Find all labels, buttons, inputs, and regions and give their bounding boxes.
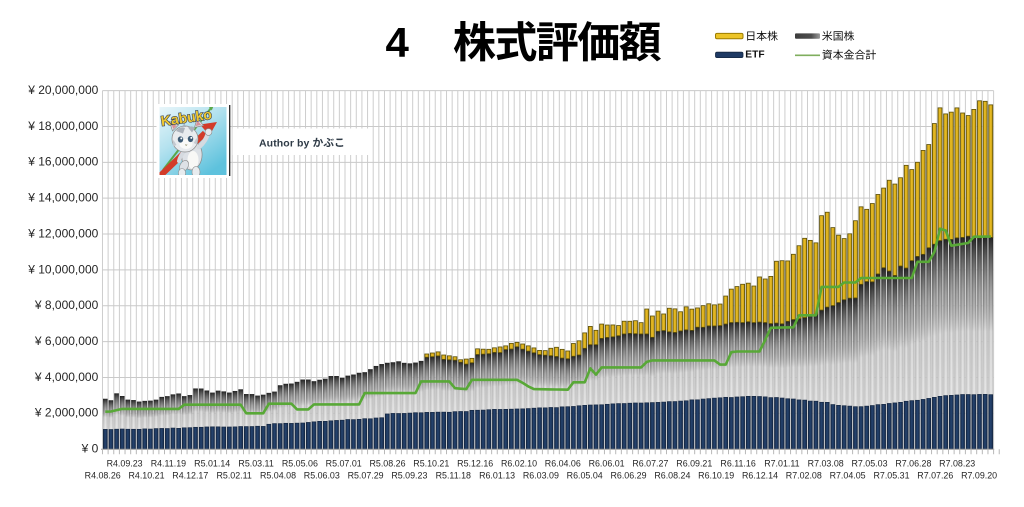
svg-text:R6.04.06: R6.04.06: [545, 459, 581, 469]
svg-text:R5.07.01: R5.07.01: [326, 459, 362, 469]
svg-text:¥ 2,000,000: ¥ 2,000,000: [34, 406, 99, 420]
svg-text:R6.01.13: R6.01.13: [479, 471, 515, 481]
svg-text:4: 4: [386, 19, 410, 66]
svg-text:R4.11.19: R4.11.19: [151, 459, 186, 469]
svg-text:R7.07.26: R7.07.26: [917, 471, 953, 481]
svg-text:R5.05.06: R5.05.06: [282, 459, 318, 469]
svg-text:R6.03.09: R6.03.09: [523, 471, 559, 481]
svg-text:R4.09.23: R4.09.23: [107, 459, 143, 469]
svg-text:R7.06.28: R7.06.28: [895, 459, 931, 469]
svg-text:¥ 0: ¥ 0: [81, 442, 99, 456]
svg-text:R6.02.10: R6.02.10: [501, 459, 537, 469]
svg-text:R7.01.11: R7.01.11: [764, 459, 799, 469]
svg-text:R7.05.03: R7.05.03: [851, 459, 887, 469]
svg-text:R5.04.08: R5.04.08: [260, 471, 296, 481]
svg-text:R6.06.29: R6.06.29: [610, 471, 646, 481]
svg-text:R7.08.23: R7.08.23: [939, 459, 975, 469]
svg-text:¥ 12,000,000: ¥ 12,000,000: [27, 226, 98, 240]
svg-text:¥ 14,000,000: ¥ 14,000,000: [27, 191, 98, 205]
svg-text:R5.08.26: R5.08.26: [369, 459, 405, 469]
svg-text:R6.09.21: R6.09.21: [676, 459, 712, 469]
svg-text:R5.02.11: R5.02.11: [217, 471, 252, 481]
svg-text:R5.06.03: R5.06.03: [304, 471, 340, 481]
svg-text:R4.10.21: R4.10.21: [128, 471, 164, 481]
svg-text:¥ 6,000,000: ¥ 6,000,000: [34, 334, 99, 348]
svg-text:R6.10.19: R6.10.19: [698, 471, 734, 481]
svg-text:R5.07.29: R5.07.29: [348, 471, 384, 481]
svg-text:R5.11.18: R5.11.18: [436, 471, 471, 481]
svg-text:R6.12.14: R6.12.14: [742, 471, 778, 481]
svg-text:R5.09.23: R5.09.23: [391, 471, 427, 481]
svg-text:ETF: ETF: [745, 50, 764, 61]
svg-text:R7.09.20: R7.09.20: [961, 471, 997, 481]
svg-text:¥ 4,000,000: ¥ 4,000,000: [34, 370, 99, 384]
svg-text:R7.05.31: R7.05.31: [873, 471, 909, 481]
svg-text:¥ 20,000,000: ¥ 20,000,000: [27, 83, 98, 97]
svg-text:R6.08.24: R6.08.24: [654, 471, 690, 481]
svg-text:Author by: Author by: [259, 137, 310, 149]
svg-text:R6.05.04: R6.05.04: [567, 471, 603, 481]
svg-text:R5.10.21: R5.10.21: [413, 459, 449, 469]
svg-text:R4.08.26: R4.08.26: [85, 471, 121, 481]
svg-text:R5.03.11: R5.03.11: [238, 459, 273, 469]
svg-text:R7.02.08: R7.02.08: [786, 471, 822, 481]
svg-text:R5.12.16: R5.12.16: [457, 459, 493, 469]
svg-text:R6.06.01: R6.06.01: [589, 459, 625, 469]
svg-text:R6.07.27: R6.07.27: [632, 459, 668, 469]
svg-text:¥ 10,000,000: ¥ 10,000,000: [27, 262, 98, 276]
svg-text:¥ 8,000,000: ¥ 8,000,000: [34, 298, 99, 312]
svg-text:¥ 18,000,000: ¥ 18,000,000: [27, 119, 98, 133]
svg-text:¥ 16,000,000: ¥ 16,000,000: [27, 155, 98, 169]
svg-text:R5.01.14: R5.01.14: [194, 459, 230, 469]
svg-text:R7.03.08: R7.03.08: [808, 459, 844, 469]
svg-text:R7.04.05: R7.04.05: [830, 471, 866, 481]
svg-text:R4.12.17: R4.12.17: [172, 471, 208, 481]
svg-text:R6.11.16: R6.11.16: [720, 459, 755, 469]
